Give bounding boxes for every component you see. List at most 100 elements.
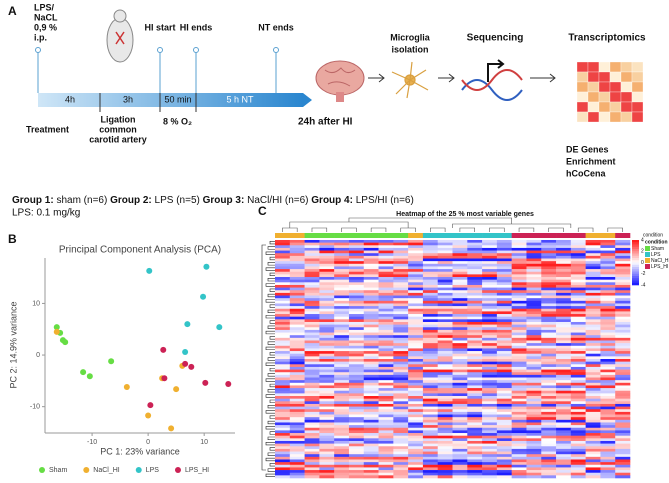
heatmap-cell: [393, 306, 409, 310]
heatmap-cell: [363, 403, 379, 407]
heatmap-cell: [289, 279, 305, 283]
colorbar-cell: [632, 249, 639, 252]
heatmap-cell: [570, 448, 586, 452]
dose-line: LPS: 0.1 mg/kg: [12, 208, 80, 219]
heatmap-cell: [511, 277, 527, 280]
heatmap-cell: [408, 377, 424, 381]
heatmap-cell: [511, 303, 527, 307]
condition-cell: [570, 233, 586, 238]
heatmap-cell: [570, 324, 586, 328]
heatmap-cell: [482, 390, 498, 394]
ligation-label: common: [99, 124, 137, 134]
heatmap-cell: [467, 329, 483, 333]
heatmap-cell: [511, 258, 527, 262]
heatmap-cell: [378, 385, 394, 389]
heatmap-cell: [289, 430, 305, 434]
heatmap-cell: [304, 380, 320, 384]
heatmap-cell: [452, 290, 468, 294]
heatmap-cell: [319, 385, 335, 389]
heatmap-cell: [526, 240, 542, 243]
heatmap-cell: [615, 393, 631, 397]
heatmap-cell: [482, 435, 498, 439]
heatmap-cell: [541, 380, 557, 384]
heatmap-cell: [348, 335, 365, 339]
heatmap-cell: [452, 277, 468, 280]
heatmap-cell: [615, 245, 631, 249]
mini-cell: [598, 111, 611, 123]
heatmap-cell: [289, 271, 305, 275]
heatmap-cell: [437, 427, 453, 431]
heatmap-cell: [304, 253, 320, 257]
heatmap-cell: [319, 388, 335, 392]
segment-label: 50 min: [164, 94, 191, 104]
heatmap-cell: [585, 448, 601, 452]
heatmap-cell: [289, 292, 305, 296]
heatmap-cell: [304, 316, 320, 320]
heatmap-cell: [393, 274, 409, 278]
heatmap-cell: [615, 361, 631, 365]
heatmap-cell: [467, 277, 483, 280]
heatmap-cell: [467, 382, 483, 386]
heatmap-cell: [275, 374, 291, 378]
heatmap-cell: [467, 250, 483, 254]
heatmap-cell: [319, 311, 335, 315]
heatmap-cell: [467, 348, 483, 352]
heatmap-cell: [600, 253, 616, 257]
heatmap-cell: [600, 396, 616, 399]
heatmap-cell: [482, 388, 498, 392]
heatmap-cell: [393, 403, 409, 407]
condition-label: LPS: [651, 252, 661, 258]
heatmap-cell: [348, 382, 365, 386]
heatmap-cell: [496, 348, 512, 352]
heatmap-cell: [378, 406, 394, 410]
heatmap-cell: [348, 321, 365, 325]
heatmap-cell: [363, 422, 379, 426]
heatmap-cell: [452, 359, 468, 362]
heatmap-cell: [334, 308, 350, 312]
heatmap-cell: [275, 277, 291, 280]
heatmap-cell: [363, 470, 379, 474]
heatmap-cell: [334, 374, 350, 378]
heatmap-cell: [600, 242, 616, 246]
heatmap-cell: [496, 374, 512, 378]
heatmap-cell: [615, 385, 631, 389]
heatmap-cell: [363, 247, 379, 251]
heatmap-cell: [585, 366, 601, 370]
heatmap-cell: [496, 464, 512, 468]
heatmap-cell: [482, 438, 498, 442]
heatmap-cell: [378, 340, 394, 344]
heatmap-cell: [600, 440, 616, 444]
heatmap-cell: [334, 419, 350, 423]
heatmap-cell: [319, 319, 335, 323]
heatmap-cell: [526, 456, 542, 460]
heatmap-cell: [600, 271, 616, 275]
heatmap-cell: [600, 419, 616, 423]
heatmap-cell: [585, 403, 601, 407]
heatmap-cell: [437, 337, 453, 341]
heatmap-cell: [452, 348, 468, 352]
heatmap-cell: [452, 425, 468, 429]
heatmap-cell: [378, 327, 394, 331]
heatmap-cell: [348, 454, 365, 458]
heatmap-cell: [437, 348, 453, 352]
heatmap-cell: [408, 361, 424, 365]
point: [203, 263, 210, 270]
heatmap-cell: [319, 290, 335, 294]
heatmap-cell: [319, 269, 335, 273]
ligation-label: carotid artery: [89, 134, 147, 144]
heatmap-cell: [526, 448, 542, 452]
heatmap-cell: [319, 411, 335, 415]
heatmap-cell: [408, 306, 424, 310]
heatmap-cell: [378, 292, 394, 296]
heatmap-cell: [496, 459, 512, 463]
heatmap-cell: [452, 406, 468, 410]
heatmap-cell: [408, 430, 424, 434]
heatmap-cell: [319, 401, 335, 405]
heatmap-cell: [363, 369, 379, 373]
heatmap-cell: [393, 454, 409, 458]
heatmap-cell: [585, 314, 601, 317]
heatmap-cell: [363, 359, 379, 362]
heatmap-cell: [319, 448, 335, 452]
mini-cell: [598, 91, 611, 103]
heatmap-cell: [600, 435, 616, 439]
